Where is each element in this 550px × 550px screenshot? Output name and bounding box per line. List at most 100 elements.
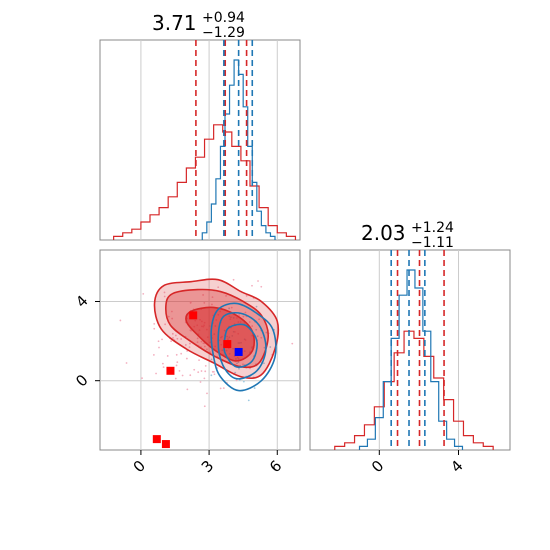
marginal-panel-param2-frame <box>309 249 511 451</box>
scatter-dot-red <box>157 340 160 343</box>
scatter-dot-red <box>164 323 167 326</box>
marginal-title-param1: 3.71 +0.94 −1.29 <box>152 10 245 41</box>
red-point-0 <box>189 311 198 320</box>
scatter-dot-red <box>211 296 214 298</box>
scatter-dot-blue <box>265 331 268 334</box>
scatter-dot-red <box>141 377 143 380</box>
scatter-dot-red <box>203 345 206 348</box>
red-point-1 <box>223 340 232 349</box>
hist-blue-param2 <box>358 269 464 450</box>
scatter-dot-red <box>153 327 156 330</box>
scatter-dot-red <box>211 303 213 306</box>
scatter-dot-red <box>219 387 222 390</box>
scatter-dot-red <box>260 336 263 339</box>
scatter-dot-blue <box>255 305 258 308</box>
scatter-dot-blue <box>255 328 258 331</box>
scatter-dot-blue <box>253 387 256 389</box>
scatter-dot-red <box>161 338 163 341</box>
scatter-dot-blue <box>247 399 250 402</box>
scatter-dot-red <box>199 381 202 383</box>
scatter-dot-red <box>232 278 235 281</box>
scatter-dot-red <box>204 364 207 367</box>
scatter-dot-blue <box>237 361 240 364</box>
scatter-dot-red <box>163 291 166 294</box>
scatter-dot-red <box>158 346 160 349</box>
scatter-dot-red <box>200 370 203 372</box>
scatter-dot-red <box>162 366 165 369</box>
scatter-dot-red <box>203 405 206 408</box>
scatter-dot-red <box>184 344 187 346</box>
joint-panel-frame <box>99 249 301 451</box>
param1-title-value: 3.71 <box>152 11 197 35</box>
scatter-dot-blue <box>210 358 213 361</box>
scatter-dot-red <box>170 310 173 313</box>
scatter-dot-red <box>180 338 183 340</box>
scatter-dot-red <box>166 355 169 357</box>
red-point-4 <box>161 440 170 449</box>
scatter-dot-red <box>186 388 189 391</box>
red-contour-inner <box>185 306 256 362</box>
hist-blue-param1 <box>201 59 276 240</box>
marginal-panel-param1-frame <box>99 39 301 241</box>
marginal-panel-param2: 0 4 2.03 +1.24 −1.11 <box>309 220 511 476</box>
scatter-dot-red <box>291 342 294 345</box>
scatter-dot-blue <box>236 362 238 365</box>
param2-title-plus: +1.24 <box>411 220 454 236</box>
scatter-dot-red <box>176 337 179 340</box>
scatter-dot-red <box>209 351 212 354</box>
scatter-dot-red <box>189 374 192 377</box>
red-point-3 <box>152 435 161 444</box>
scatter-dot-red <box>212 370 215 373</box>
marginal-panel-param1: 3.71 +0.94 −1.29 <box>99 10 301 241</box>
scatter-dot-red <box>119 319 122 322</box>
scatter-dot-blue <box>238 367 240 370</box>
joint-ytick-label-1: 4 <box>72 292 91 311</box>
scatter-dot-red <box>202 294 204 296</box>
scatter-dot-red <box>222 387 225 390</box>
scatter-dot-red <box>251 325 254 327</box>
scatter-dot-red <box>163 295 166 298</box>
scatter-dot-red <box>245 294 248 297</box>
scatter-dot-red <box>198 359 200 362</box>
scatter-dot-red <box>258 318 260 321</box>
scatter-dot-red <box>178 369 181 372</box>
blue-contour-mid <box>217 311 267 380</box>
scatter-dot-red <box>249 367 251 370</box>
blue-contour-inner <box>223 323 258 368</box>
scatter-dot-blue <box>228 307 230 310</box>
joint-ytick-label-0: 0 <box>72 371 91 390</box>
param1-title-minus: −1.29 <box>202 25 245 41</box>
scatter-dot-red <box>153 322 156 325</box>
blue-contour-outer <box>210 302 277 392</box>
scatter-dot-red <box>189 329 192 332</box>
scatter-dot-red <box>152 354 155 356</box>
scatter-dot-blue <box>242 380 245 383</box>
joint-panel: 0 3 6 0 4 <box>72 249 301 476</box>
scatter-dot-red <box>174 334 177 337</box>
hist-red-param1 <box>113 124 297 240</box>
scatter-dot-blue <box>269 346 272 348</box>
scatter-dot-red <box>171 332 174 335</box>
joint-xtick-label-2: 6 <box>266 457 285 476</box>
scatter-dot-red <box>238 314 241 316</box>
scatter-dot-red <box>172 337 174 339</box>
scatter-dot-red <box>175 364 178 367</box>
scatter-dot-red <box>251 284 253 287</box>
scatter-dot-red <box>125 362 128 364</box>
scatter-dot-red <box>203 301 206 304</box>
scatter-dot-red <box>180 352 183 355</box>
marginal-title-param2: 2.03 +1.24 −1.11 <box>361 220 454 251</box>
scatter-dot-blue <box>210 374 213 377</box>
scatter-dot-red <box>189 342 191 345</box>
param1-title-plus: +0.94 <box>202 10 245 26</box>
scatter-dot-red <box>196 341 199 344</box>
scatter-dot-red <box>235 379 238 382</box>
scatter-dot-red <box>176 361 179 364</box>
scatter-dot-red <box>202 342 205 345</box>
scatter-dot-red <box>248 321 251 323</box>
scatter-dot-red <box>225 295 227 297</box>
scatter-dot-red <box>230 306 233 309</box>
right-xtick-label-0: 0 <box>368 457 387 476</box>
scatter-dot-red <box>200 340 203 343</box>
scatter-dot-blue <box>263 346 266 349</box>
